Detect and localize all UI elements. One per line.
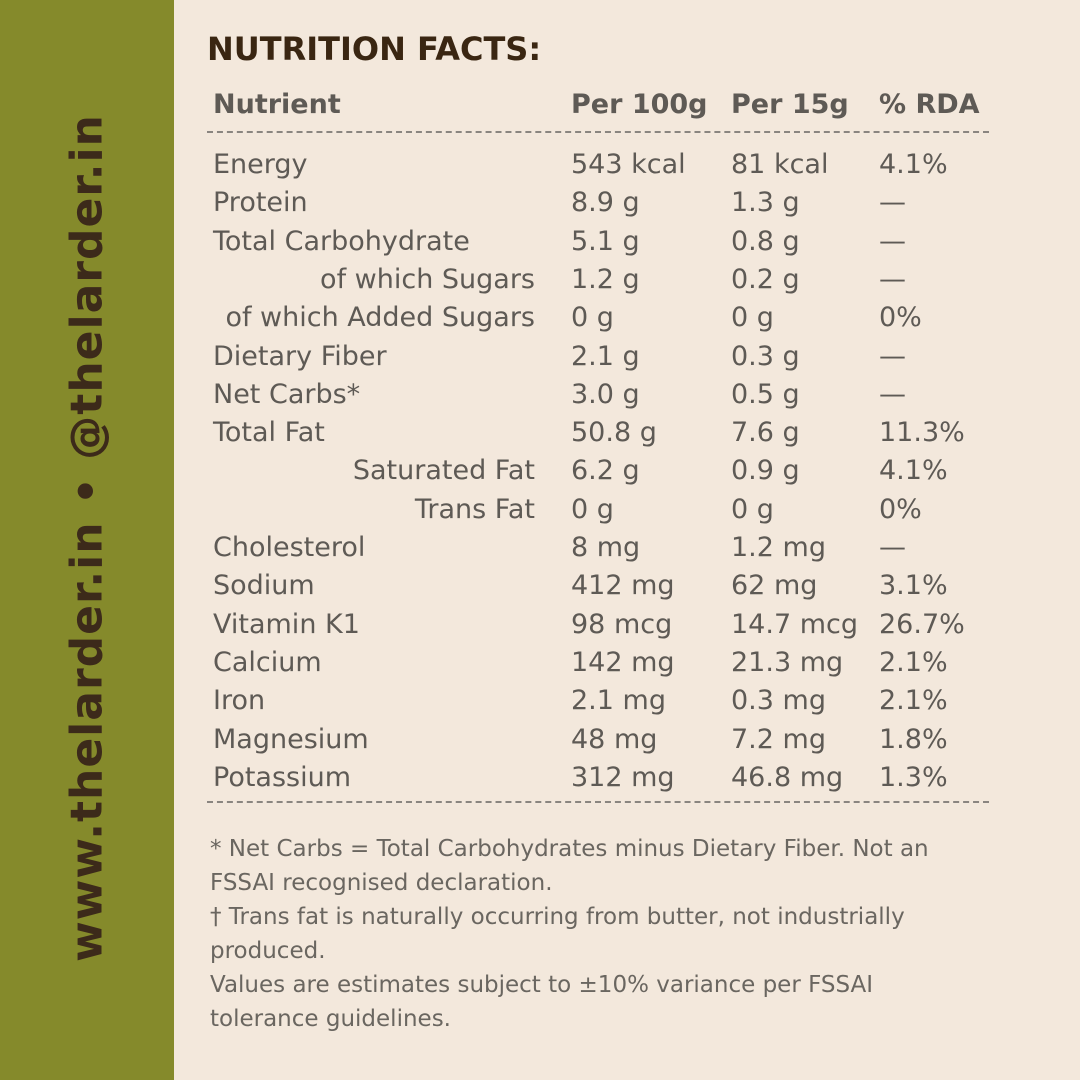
divider: [207, 131, 989, 133]
nutrient-value: —: [879, 263, 906, 295]
nutrient-value: 1.3 g: [731, 187, 800, 219]
nutrient-value: —: [879, 340, 906, 372]
nutrient-value: 4.1%: [879, 149, 948, 180]
nutrient-value: 0.3 mg: [731, 685, 826, 717]
nutrient-value: 0%: [879, 493, 922, 525]
sidebar: www.thelarder.in • @thelarder.in: [0, 0, 174, 1080]
sidebar-text: www.thelarder.in • @thelarder.in: [61, 114, 113, 962]
nutrient-value: 6.2 g: [571, 455, 640, 487]
nutrient-name: of which Added Sugars: [225, 302, 535, 334]
nutrient-name: Energy: [213, 149, 308, 180]
nutrient-value: 0.8 g: [731, 225, 800, 257]
nutrient-value: 1.3%: [879, 761, 948, 793]
footnote: † Trans fat is naturally occurring from …: [210, 904, 905, 964]
nutrient-value: 7.2 mg: [731, 723, 826, 755]
nutrient-value: 14.7 mcg: [731, 608, 858, 640]
nutrient-value: 0%: [879, 302, 922, 334]
footnotes: * Net Carbs = Total Carbohydrates minus …: [210, 832, 950, 1036]
title: NUTRITION FACTS:: [207, 30, 542, 68]
nutrient-name: Net Carbs*: [213, 378, 361, 410]
nutrient-value: 81 kcal: [731, 149, 829, 180]
nutrient-name: of which Sugars: [320, 263, 535, 295]
footnote: * Net Carbs = Total Carbohydrates minus …: [210, 836, 929, 896]
nutrient-value: 412 mg: [571, 570, 675, 602]
header-cell: Per 100g: [571, 89, 708, 120]
nutrient-value: 3.0 g: [571, 378, 640, 410]
nutrient-name: Total Carbohydrate: [213, 225, 470, 257]
nutrient-value: 0 g: [731, 493, 774, 525]
nutrient-value: 21.3 mg: [731, 646, 844, 678]
nutrient-name: Trans Fat: [414, 493, 535, 525]
header-cell: Nutrient: [213, 89, 341, 120]
nutrient-value: —: [879, 225, 906, 257]
nutrient-value: 0 g: [571, 302, 614, 334]
nutrient-value: 2.1%: [879, 646, 948, 678]
nutrient-value: 2.1 g: [571, 340, 640, 372]
nutrient-value: 2.1 mg: [571, 685, 666, 717]
nutrient-value: 1.2 mg: [731, 532, 826, 563]
header-cell: Per 15g: [731, 89, 849, 120]
nutrient-value: 8 mg: [571, 532, 641, 563]
nutrient-value: 48 mg: [571, 723, 658, 755]
header-cell: % RDA: [879, 89, 980, 120]
nutrient-value: 0 g: [731, 302, 774, 334]
nutrient-name: Sodium: [213, 570, 315, 602]
nutrient-value: —: [879, 187, 906, 219]
nutrient-name: Vitamin K1: [213, 608, 360, 640]
nutrient-value: 312 mg: [571, 761, 675, 793]
nutrient-name: Protein: [213, 187, 308, 219]
nutrient-name: Total Fat: [213, 417, 325, 449]
nutrient-name: Cholesterol: [213, 532, 366, 563]
nutrient-value: 543 kcal: [571, 149, 686, 180]
nutrient-value: 50.8 g: [571, 417, 657, 449]
nutrient-value: 1.8%: [879, 723, 948, 755]
footnote: Values are estimates subject to ±10% var…: [210, 972, 874, 1032]
nutrient-value: 142 mg: [571, 646, 675, 678]
nutrient-value: 11.3%: [879, 417, 965, 449]
nutrient-value: 5.1 g: [571, 225, 640, 257]
nutrient-value: 62 mg: [731, 570, 818, 602]
nutrient-value: 7.6 g: [731, 417, 800, 449]
nutrient-value: —: [879, 532, 906, 563]
nutrient-value: 98 mcg: [571, 608, 673, 640]
nutrient-value: 46.8 mg: [731, 761, 844, 793]
nutrient-value: 26.7%: [879, 608, 965, 640]
nutrient-value: 0.3 g: [731, 340, 800, 372]
nutrient-value: —: [879, 378, 906, 410]
nutrient-name: Iron: [213, 685, 266, 717]
nutrient-value: 0 g: [571, 493, 614, 525]
nutrient-value: 3.1%: [879, 570, 948, 602]
nutrient-value: 8.9 g: [571, 187, 640, 219]
nutrient-value: 0.5 g: [731, 378, 800, 410]
divider: [207, 801, 989, 803]
nutrient-value: 2.1%: [879, 685, 948, 717]
nutrient-value: 4.1%: [879, 455, 948, 487]
nutrient-name: Magnesium: [213, 723, 369, 755]
nutrient-name: Calcium: [213, 646, 322, 678]
nutrient-value: 1.2 g: [571, 263, 640, 295]
nutrient-value: 0.9 g: [731, 455, 800, 487]
nutrient-name: Dietary Fiber: [213, 340, 387, 372]
nutrient-value: 0.2 g: [731, 263, 800, 295]
nutrient-name: Saturated Fat: [352, 455, 535, 487]
nutrient-name: Potassium: [213, 761, 352, 793]
